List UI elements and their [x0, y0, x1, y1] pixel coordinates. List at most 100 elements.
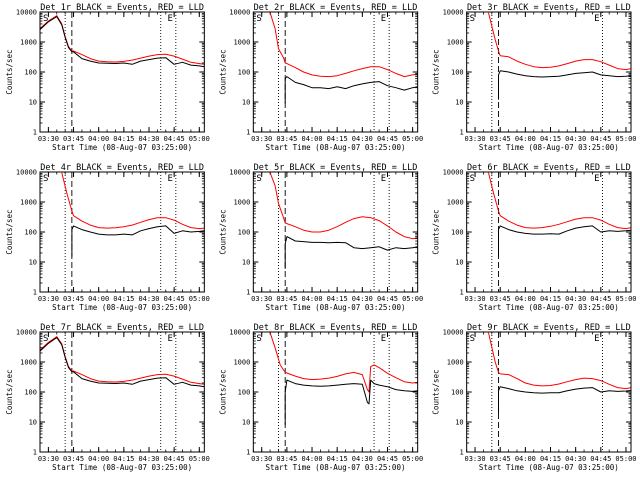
y-tick-label: 10000 [229, 9, 250, 17]
series-group [40, 15, 205, 68]
y-tick-label: 1 [33, 449, 37, 457]
x-tick-label: 03:30 [38, 135, 59, 143]
events-series-line [498, 386, 631, 413]
y-tick-label: 100 [238, 229, 251, 237]
x-tick-label: 04:00 [515, 455, 536, 463]
y-tick-label: 1 [459, 449, 463, 457]
series-group [488, 12, 631, 100]
y-tick-label: 1000 [447, 39, 464, 47]
chart-title: Det 1r BLACK = Events, RED = LLD [40, 3, 204, 13]
x-tick-label: 04:30 [352, 455, 373, 463]
x-tick-label: 05:00 [189, 455, 210, 463]
chart-title: Det 8r BLACK = Events, RED = LLD [254, 323, 418, 333]
chart-panel: Det 5r BLACK = Events, RED = LLD 1 10 100 10… [218, 163, 423, 312]
x-tick-label: 03:30 [38, 455, 59, 463]
x-tick-label: 03:30 [38, 295, 59, 303]
lld-series-line [269, 332, 418, 393]
start-marker-label: S [43, 334, 48, 344]
plot-frame [466, 331, 632, 453]
y-tick-label: 1 [246, 449, 250, 457]
x-tick-label: 03:45 [490, 295, 511, 303]
y-tick-label: 10000 [443, 9, 464, 17]
series-group [40, 336, 205, 388]
plot-frame [466, 171, 632, 293]
x-tick-label: 05:00 [402, 295, 423, 303]
x-axis-label: Start Time (08-Aug-07 03:25:00) [52, 303, 192, 312]
x-axis-label: Start Time (08-Aug-07 03:25:00) [479, 143, 619, 152]
y-tick-label: 10 [29, 99, 37, 107]
x-tick-label: 03:30 [465, 295, 486, 303]
chart-panel: Det 7r BLACK = Events, RED = LLD 1 10 100 10… [5, 323, 210, 472]
events-series-line [498, 70, 631, 100]
x-axis-label: Start Time (08-Aug-07 03:25:00) [52, 143, 192, 152]
end-marker-label: E [167, 174, 172, 184]
y-tick-label: 1000 [20, 39, 37, 47]
y-tick-label: 10 [29, 259, 37, 267]
x-tick-label: 04:45 [377, 135, 398, 143]
y-tick-label: 10 [29, 419, 37, 427]
plot-frame [39, 331, 205, 453]
y-tick-label: 1 [246, 129, 250, 137]
x-tick-label: 03:45 [63, 455, 84, 463]
lld-series-line [488, 172, 631, 230]
chart-title: Det 5r BLACK = Events, RED = LLD [254, 163, 418, 173]
x-axis-label: Start Time (08-Aug-07 03:25:00) [266, 303, 406, 312]
x-tick-label: 04:00 [301, 455, 322, 463]
y-axis-label: Counts/sec [218, 369, 227, 414]
y-tick-label: 10000 [443, 169, 464, 177]
y-tick-label: 10 [455, 99, 463, 107]
series-group [269, 172, 418, 269]
x-axis-label: Start Time (08-Aug-07 03:25:00) [479, 463, 619, 472]
y-tick-label: 1000 [447, 199, 464, 207]
x-tick-label: 04:45 [164, 295, 185, 303]
events-series-line [40, 337, 205, 388]
x-tick-label: 03:30 [465, 135, 486, 143]
x-tick-label: 03:30 [251, 135, 272, 143]
y-tick-label: 1 [246, 289, 250, 297]
x-tick-label: 04:15 [327, 135, 348, 143]
x-tick-label: 03:45 [276, 295, 297, 303]
y-axis-label: Counts/sec [5, 369, 14, 414]
y-tick-label: 10 [455, 419, 463, 427]
y-tick-label: 10000 [229, 169, 250, 177]
y-tick-label: 100 [24, 389, 37, 397]
end-marker-label: E [167, 14, 172, 24]
x-tick-label: 04:15 [113, 295, 134, 303]
series-group [488, 332, 631, 413]
y-tick-label: 1000 [233, 359, 250, 367]
x-tick-label: 04:00 [301, 295, 322, 303]
x-tick-label: 04:15 [327, 295, 348, 303]
chart-title: Det 6r BLACK = Events, RED = LLD [467, 163, 631, 173]
x-tick-label: 04:15 [113, 455, 134, 463]
y-tick-label: 10 [455, 259, 463, 267]
y-tick-label: 1000 [447, 359, 464, 367]
y-tick-label: 100 [238, 389, 251, 397]
y-axis-label: Counts/sec [432, 369, 441, 414]
start-marker-label: S [470, 174, 475, 184]
x-tick-label: 03:30 [251, 295, 272, 303]
start-marker-label: S [470, 334, 475, 344]
x-tick-label: 05:00 [189, 295, 210, 303]
y-tick-label: 100 [451, 389, 464, 397]
lld-series-line [40, 15, 205, 65]
y-tick-label: 10 [242, 99, 250, 107]
start-marker-label: S [256, 14, 261, 24]
x-tick-label: 04:15 [540, 455, 561, 463]
x-tick-label: 03:30 [465, 455, 486, 463]
x-tick-label: 05:00 [189, 135, 210, 143]
series-group [269, 12, 418, 104]
lld-series-line [488, 332, 631, 390]
y-tick-label: 100 [451, 229, 464, 237]
y-tick-label: 1000 [20, 199, 37, 207]
y-tick-label: 10000 [16, 9, 37, 17]
y-tick-label: 1000 [233, 39, 250, 47]
x-tick-label: 04:00 [88, 455, 109, 463]
end-marker-label: E [381, 334, 386, 344]
chart-panel: Det 1r BLACK = Events, RED = LLD 1 10 100 10… [5, 3, 210, 152]
x-tick-label: 03:45 [276, 135, 297, 143]
plot-frame [39, 11, 205, 133]
y-tick-label: 10000 [229, 329, 250, 337]
x-tick-label: 03:30 [251, 455, 272, 463]
chart-panel: Det 8r BLACK = Events, RED = LLD 1 10 100 10… [218, 323, 423, 472]
